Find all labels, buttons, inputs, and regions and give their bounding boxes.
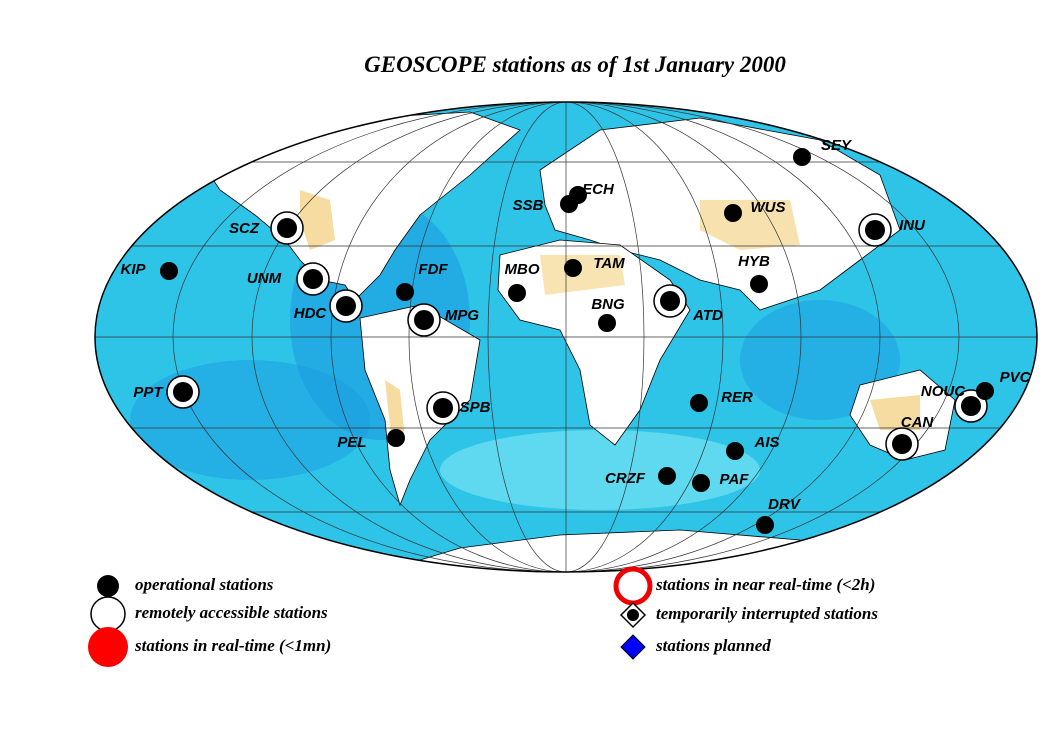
station-dot (690, 394, 708, 412)
station-label: PVC (1000, 369, 1032, 386)
legend-label: remotely accessible stations (135, 603, 328, 622)
legend-near-realtime-symbol (613, 566, 653, 606)
station-label: MPG (445, 307, 480, 324)
station-dot (160, 262, 178, 280)
legend-label: stations planned (655, 636, 771, 655)
station-label: AIS (753, 434, 779, 451)
station-label: SPB (460, 399, 491, 416)
map (94, 101, 1038, 573)
station-label: FDF (418, 261, 448, 278)
station-dot (793, 148, 811, 166)
station-dot (976, 382, 994, 400)
station-label: BNG (591, 296, 625, 313)
station-label: SCZ (229, 220, 260, 237)
station-dot (726, 442, 744, 460)
station-dot (560, 195, 578, 213)
station-dot (660, 291, 680, 311)
station-label: NOUC (921, 383, 966, 400)
station-label: UNM (247, 270, 282, 287)
station-label: WUS (751, 199, 786, 216)
station-dot (396, 283, 414, 301)
stations: SEY ECH SSB WUS INU SCZ KIP UNM FDF MBO TAM HYB HDC M… (120, 137, 1032, 534)
station-dot (724, 204, 742, 222)
legend-planned-symbol (620, 634, 646, 660)
station-label: MBO (505, 261, 540, 278)
station-label: CRZF (605, 470, 646, 487)
station-dot (336, 296, 356, 316)
station-label: SSB (513, 197, 544, 214)
station-dot (658, 467, 676, 485)
title: GEOSCOPE stations as of 1st January 2000 (364, 52, 786, 77)
station-label: TAM (593, 255, 625, 272)
station-dot (387, 429, 405, 447)
legend-label: stations in near real-time (<2h) (655, 575, 875, 594)
legend-label: stations in real-time (<1mn) (134, 636, 331, 655)
station-dot (433, 398, 453, 418)
station-dot (756, 516, 774, 534)
station-label: DRV (768, 496, 802, 513)
station-label: ECH (582, 181, 615, 198)
station-label: CAN (901, 414, 935, 431)
legend-label: operational stations (135, 575, 274, 594)
station-dot (892, 434, 912, 454)
legend-realtime-symbol (88, 627, 128, 667)
station-dot (750, 275, 768, 293)
south-america (359, 304, 481, 507)
station-dot (564, 259, 582, 277)
legend-remote-symbol (90, 596, 126, 632)
station-dot (173, 382, 193, 402)
station-dot (414, 310, 434, 330)
station-dot (277, 218, 297, 238)
station-label: SEY (821, 137, 853, 154)
station-dot (508, 284, 526, 302)
station-dot (598, 314, 616, 332)
station-label: PEL (337, 434, 366, 451)
station-label: RER (721, 389, 753, 406)
station-label: PPT (133, 384, 164, 401)
station-label: PAF (720, 471, 750, 488)
station-dot (303, 269, 323, 289)
station-dot (692, 474, 710, 492)
legend-operational-symbol (97, 575, 119, 597)
station-dot (961, 396, 981, 416)
legend: operational stations remotely accessible… (88, 566, 878, 667)
station-dot (865, 220, 885, 240)
north-america (199, 111, 521, 301)
station-label: HDC (294, 305, 328, 322)
station-label: KIP (120, 261, 146, 278)
station-label: INU (899, 217, 926, 234)
legend-label: temporarily interrupted stations (656, 604, 878, 623)
station-label: ATD (692, 307, 723, 324)
station-label: HYB (738, 253, 770, 270)
